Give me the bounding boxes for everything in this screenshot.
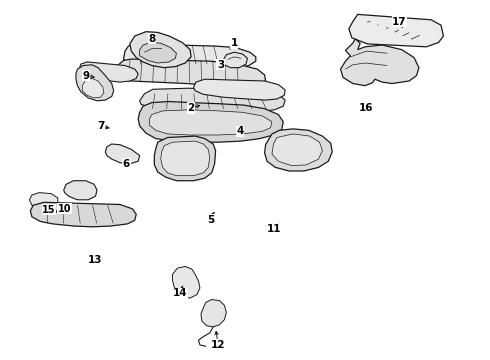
Text: 7: 7	[97, 121, 104, 131]
Text: 8: 8	[148, 34, 155, 44]
Text: 5: 5	[207, 215, 214, 225]
Polygon shape	[194, 79, 285, 100]
Text: 17: 17	[392, 17, 407, 27]
Polygon shape	[140, 42, 176, 63]
Polygon shape	[29, 193, 58, 208]
Polygon shape	[349, 14, 443, 47]
Text: 12: 12	[211, 340, 225, 350]
Polygon shape	[149, 110, 272, 135]
Text: 10: 10	[58, 204, 72, 214]
Polygon shape	[138, 102, 283, 142]
Polygon shape	[79, 62, 138, 82]
Text: 6: 6	[123, 159, 130, 169]
Polygon shape	[113, 59, 266, 87]
Polygon shape	[341, 39, 419, 86]
Polygon shape	[123, 44, 256, 68]
Polygon shape	[30, 202, 136, 227]
Polygon shape	[140, 88, 285, 112]
Polygon shape	[201, 300, 226, 327]
Polygon shape	[76, 65, 114, 101]
Text: 13: 13	[87, 255, 102, 265]
Polygon shape	[223, 52, 247, 68]
Text: 11: 11	[267, 224, 282, 234]
Text: 15: 15	[42, 204, 56, 215]
Polygon shape	[272, 134, 322, 166]
Text: 1: 1	[231, 38, 238, 48]
Text: 14: 14	[173, 288, 188, 298]
Text: 4: 4	[236, 126, 244, 136]
Polygon shape	[105, 144, 140, 164]
Polygon shape	[130, 32, 191, 68]
Polygon shape	[154, 136, 216, 181]
Polygon shape	[161, 141, 210, 176]
Text: 3: 3	[217, 60, 224, 70]
Text: 16: 16	[359, 103, 374, 113]
Polygon shape	[172, 266, 200, 298]
Text: 2: 2	[188, 103, 195, 113]
Polygon shape	[82, 78, 104, 98]
Polygon shape	[265, 129, 332, 171]
Polygon shape	[64, 181, 97, 200]
Text: 9: 9	[82, 71, 89, 81]
